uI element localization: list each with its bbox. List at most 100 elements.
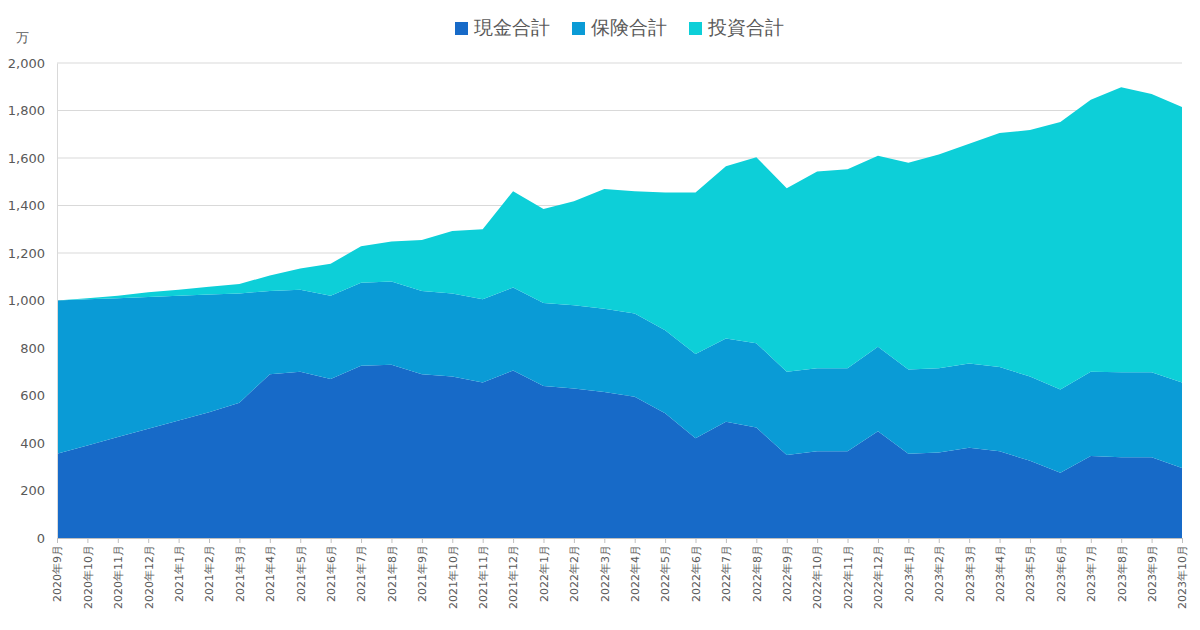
x-tick-label: 2021年2月 [203, 545, 216, 602]
y-tick-label: 0 [37, 531, 45, 546]
x-tick: 2023年10月 [1176, 538, 1189, 609]
y-axis: 0 200 400 600 800 1,000 1,200 1,400 1,600 1,800 2,… [8, 56, 58, 546]
y-tick-label: 1,400 [8, 198, 45, 213]
y-tick-label: 2,000 [8, 56, 45, 71]
x-tick-label: 2021年1月 [173, 545, 186, 602]
y-tick: 1,400 [8, 198, 57, 213]
x-tick-mark [239, 538, 240, 543]
x-tick-label: 2023年3月 [964, 545, 977, 602]
x-tick-mark [209, 538, 210, 543]
x-tick: 2021年4月 [264, 538, 277, 602]
x-tick-mark [574, 538, 575, 543]
x-tick-mark [878, 538, 879, 543]
y-tick: 0 [37, 531, 57, 546]
y-tick-label: 1,000 [8, 293, 45, 308]
x-tick: 2023年5月 [1024, 538, 1037, 602]
x-tick: 2022年2月 [568, 538, 581, 602]
x-tick-mark [361, 538, 362, 543]
y-tick-label: 600 [20, 388, 45, 403]
x-tick-label: 2023年1月 [903, 545, 916, 602]
x-tick-label: 2022年11月 [842, 545, 855, 609]
y-tick: 400 [20, 436, 57, 451]
x-tick-mark [726, 538, 727, 543]
y-tick: 1,000 [8, 293, 57, 308]
x-tick: 2023年9月 [1146, 538, 1159, 602]
x-tick-mark [665, 538, 666, 543]
x-tick-mark [635, 538, 636, 543]
legend-label: 現金合計 [474, 16, 550, 38]
x-tick: 2021年2月 [203, 538, 216, 602]
x-tick-mark [787, 538, 788, 543]
x-tick-label: 2023年4月 [994, 545, 1007, 602]
x-tick: 2020年11月 [112, 538, 125, 609]
x-tick: 2022年9月 [781, 538, 794, 602]
x-tick-label: 2020年11月 [112, 545, 125, 609]
x-tick-mark [452, 538, 453, 543]
y-tick-label: 200 [20, 483, 45, 498]
y-tick-label: 800 [20, 341, 45, 356]
x-tick-label: 2021年9月 [416, 545, 429, 602]
x-tick-label: 2022年4月 [629, 545, 642, 602]
x-tick-label: 2021年5月 [295, 545, 308, 602]
x-tick: 2020年9月 [51, 538, 64, 602]
y-tick: 200 [20, 483, 57, 498]
x-tick-label: 2022年5月 [659, 545, 672, 602]
x-tick-mark [696, 538, 697, 543]
x-tick-mark [1091, 538, 1092, 543]
y-tick-label: 1,800 [8, 103, 45, 118]
x-tick: 2023年3月 [964, 538, 977, 602]
grid-line [57, 110, 1182, 111]
y-tick-label: 400 [20, 436, 45, 451]
x-tick-label: 2021年8月 [386, 545, 399, 602]
x-tick-label: 2023年7月 [1085, 545, 1098, 602]
y-tick: 1,800 [8, 103, 57, 118]
x-tick-mark [939, 538, 940, 543]
x-tick-label: 2020年10月 [82, 545, 95, 609]
x-tick: 2021年1月 [173, 538, 186, 602]
x-tick: 2021年10月 [447, 538, 460, 609]
x-tick: 2023年7月 [1085, 538, 1098, 602]
x-tick-mark [848, 538, 849, 543]
x-tick-mark [1121, 538, 1122, 543]
x-tick-label: 2022年12月 [872, 545, 885, 609]
x-tick-label: 2021年4月 [264, 545, 277, 602]
x-tick-mark [87, 538, 88, 543]
x-tick: 2022年7月 [720, 538, 733, 602]
grid-line [57, 63, 1182, 64]
x-tick: 2022年8月 [751, 538, 764, 602]
x-tick-label: 2020年9月 [51, 545, 64, 602]
x-tick: 2020年10月 [82, 538, 95, 609]
legend-swatch [572, 22, 585, 35]
x-tick-mark [270, 538, 271, 543]
y-tick: 1,600 [8, 151, 57, 166]
x-tick-label: 2023年5月 [1024, 545, 1037, 602]
x-tick-mark [1182, 538, 1183, 543]
x-tick-mark [300, 538, 301, 543]
x-tick-mark [57, 538, 58, 543]
x-tick: 2021年6月 [325, 538, 338, 602]
x-tick: 2022年5月 [659, 538, 672, 602]
x-tick-mark [422, 538, 423, 543]
x-tick-mark [756, 538, 757, 543]
y-tick: 1,200 [8, 246, 57, 261]
x-tick-label: 2022年9月 [781, 545, 794, 602]
x-tick-label: 2022年3月 [599, 545, 612, 602]
x-tick-mark [908, 538, 909, 543]
x-tick: 2021年3月 [234, 538, 247, 602]
x-tick-mark [148, 538, 149, 543]
x-tick: 2023年4月 [994, 538, 1007, 602]
grid [57, 63, 1182, 538]
x-axis-line [58, 539, 1183, 544]
x-tick: 2021年5月 [295, 538, 308, 602]
x-tick: 2020年12月 [143, 538, 156, 609]
x-tick: 2023年2月 [933, 538, 946, 602]
x-tick-mark [543, 538, 544, 543]
x-tick: 2021年11月 [477, 538, 490, 609]
x-tick: 2023年6月 [1055, 538, 1068, 602]
x-tick-label: 2022年6月 [690, 545, 703, 602]
x-tick-label: 2021年3月 [234, 545, 247, 602]
legend-swatch [455, 22, 468, 35]
y-tick: 800 [20, 341, 57, 356]
x-tick-label: 2022年10月 [811, 545, 824, 609]
legend-swatch [689, 22, 702, 35]
